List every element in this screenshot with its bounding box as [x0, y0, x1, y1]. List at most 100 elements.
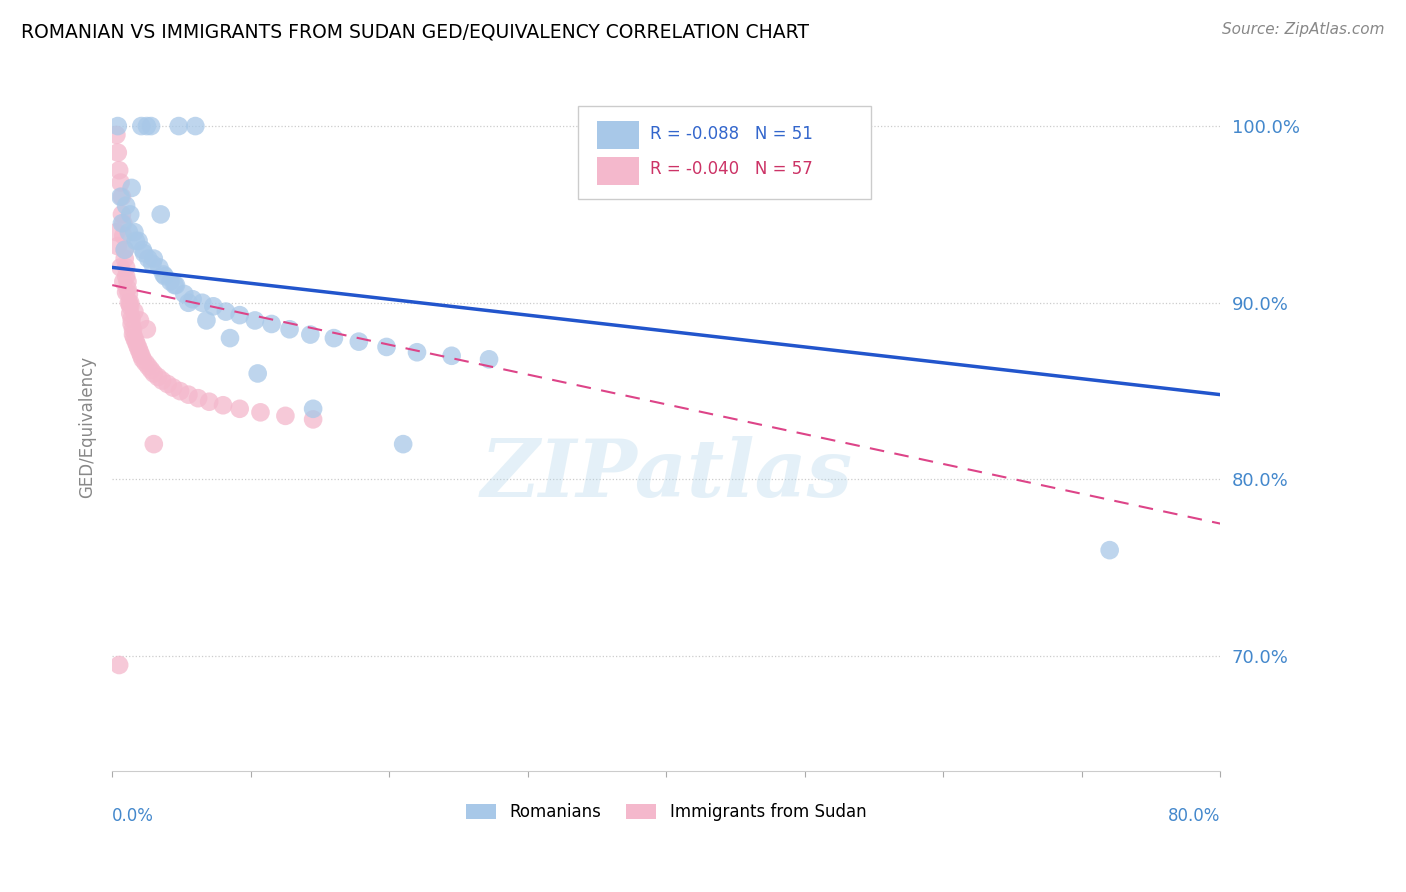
- Point: [122, 322, 145, 336]
- Point: [110, 190, 132, 204]
- Point: [124, 225, 146, 239]
- Point: [167, 119, 190, 133]
- Point: [149, 207, 172, 221]
- Point: [274, 409, 297, 423]
- Point: [131, 119, 153, 133]
- Point: [115, 285, 138, 300]
- FancyBboxPatch shape: [578, 106, 872, 199]
- Point: [115, 260, 138, 275]
- Point: [117, 282, 139, 296]
- Point: [107, 119, 129, 133]
- Point: [132, 246, 155, 260]
- Point: [112, 216, 135, 230]
- Point: [191, 295, 214, 310]
- Point: [406, 345, 429, 359]
- Point: [132, 243, 155, 257]
- Point: [195, 313, 218, 327]
- Point: [177, 387, 200, 401]
- Point: [139, 119, 162, 133]
- Text: 0.0%: 0.0%: [112, 806, 155, 824]
- Point: [1098, 543, 1121, 558]
- Point: [118, 225, 141, 239]
- Point: [150, 374, 173, 388]
- Y-axis label: GED/Equivalency: GED/Equivalency: [79, 355, 96, 498]
- Point: [322, 331, 344, 345]
- Point: [141, 257, 163, 271]
- Point: [202, 299, 225, 313]
- Point: [128, 234, 150, 248]
- Point: [111, 216, 134, 230]
- Text: Source: ZipAtlas.com: Source: ZipAtlas.com: [1222, 22, 1385, 37]
- Point: [107, 239, 129, 253]
- Point: [152, 268, 174, 282]
- Point: [112, 275, 135, 289]
- Point: [198, 394, 221, 409]
- Point: [125, 234, 148, 248]
- Point: [115, 198, 138, 212]
- Point: [108, 658, 131, 673]
- Point: [110, 176, 132, 190]
- Point: [105, 128, 128, 142]
- Point: [142, 437, 165, 451]
- Point: [121, 317, 143, 331]
- Point: [181, 292, 204, 306]
- Point: [392, 437, 415, 451]
- Point: [347, 334, 370, 349]
- Point: [105, 225, 128, 239]
- Text: R = -0.040   N = 57: R = -0.040 N = 57: [650, 161, 813, 178]
- Point: [111, 190, 134, 204]
- Point: [212, 398, 235, 412]
- Point: [107, 145, 129, 160]
- Point: [169, 384, 191, 398]
- Point: [135, 119, 157, 133]
- Point: [132, 352, 155, 367]
- Point: [148, 260, 170, 275]
- Point: [120, 306, 142, 320]
- Text: ZIPatlas: ZIPatlas: [481, 436, 852, 514]
- Point: [129, 345, 152, 359]
- Point: [127, 338, 149, 352]
- Text: 80.0%: 80.0%: [1168, 806, 1220, 824]
- Point: [121, 181, 143, 195]
- Point: [115, 269, 138, 284]
- Text: R = -0.088   N = 51: R = -0.088 N = 51: [650, 125, 813, 143]
- Point: [153, 269, 176, 284]
- Point: [108, 163, 131, 178]
- Point: [128, 342, 150, 356]
- Point: [228, 308, 250, 322]
- Text: ROMANIAN VS IMMIGRANTS FROM SUDAN GED/EQUIVALENCY CORRELATION CHART: ROMANIAN VS IMMIGRANTS FROM SUDAN GED/EQ…: [21, 22, 808, 41]
- FancyBboxPatch shape: [596, 121, 638, 149]
- Point: [299, 327, 322, 342]
- Point: [375, 340, 398, 354]
- Point: [177, 295, 200, 310]
- Point: [228, 401, 250, 416]
- Point: [165, 278, 187, 293]
- Point: [120, 207, 142, 221]
- Point: [134, 356, 156, 370]
- Point: [139, 363, 162, 377]
- Point: [156, 377, 179, 392]
- Point: [125, 334, 148, 349]
- Point: [131, 349, 153, 363]
- Point: [136, 359, 159, 374]
- Point: [124, 304, 146, 318]
- Point: [163, 278, 186, 293]
- Point: [173, 287, 195, 301]
- Point: [136, 252, 159, 266]
- Point: [440, 349, 463, 363]
- Point: [187, 391, 209, 405]
- Point: [302, 401, 325, 416]
- Point: [260, 317, 283, 331]
- Point: [246, 367, 269, 381]
- Point: [302, 412, 325, 426]
- Point: [114, 252, 136, 266]
- Point: [146, 370, 169, 384]
- Point: [142, 367, 165, 381]
- Point: [114, 243, 136, 257]
- Point: [478, 352, 501, 367]
- Point: [120, 299, 142, 313]
- Point: [121, 311, 143, 326]
- Point: [118, 295, 141, 310]
- Point: [243, 313, 266, 327]
- Point: [118, 287, 141, 301]
